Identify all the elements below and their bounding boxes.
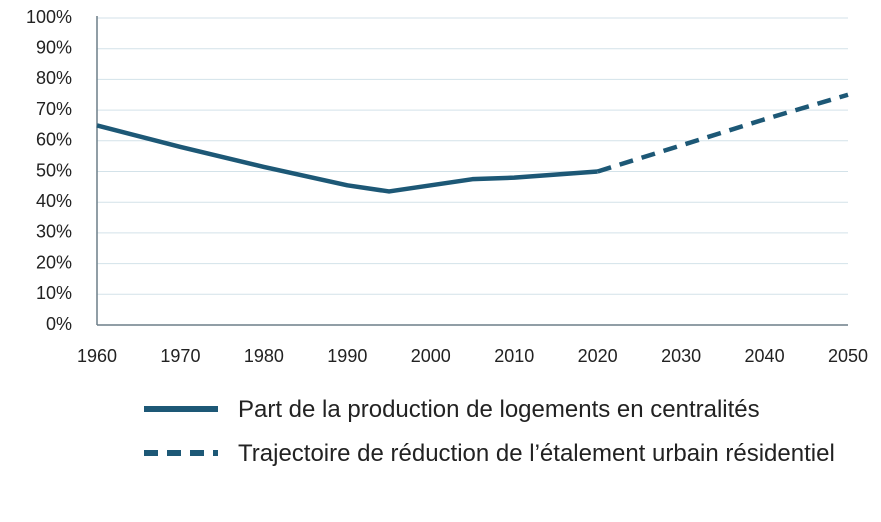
y-tick-label: 100% <box>26 7 72 27</box>
y-tick-label: 70% <box>36 99 72 119</box>
x-tick-label: 1970 <box>160 346 200 366</box>
y-tick-label: 60% <box>36 130 72 150</box>
line-series <box>96 123 598 194</box>
x-tick-label: 2030 <box>661 346 701 366</box>
x-tick-label: 2010 <box>494 346 534 366</box>
legend-item: Trajectoire de réduction de l’étalement … <box>140 439 880 469</box>
line-series <box>596 92 849 174</box>
x-tick-label: 1980 <box>244 346 284 366</box>
legend: Part de la production de logements en ce… <box>140 395 880 483</box>
y-tick-label: 10% <box>36 283 72 303</box>
x-tick-label: 2020 <box>578 346 618 366</box>
legend-label: Trajectoire de réduction de l’étalement … <box>238 440 835 467</box>
y-tick-label: 50% <box>36 160 72 180</box>
y-tick-label: 90% <box>36 37 72 57</box>
legend-item: Part de la production de logements en ce… <box>140 395 880 425</box>
legend-swatch <box>144 406 218 412</box>
x-tick-label: 2000 <box>411 346 451 366</box>
y-tick-label: 40% <box>36 191 72 211</box>
x-tick-label: 2050 <box>828 346 868 366</box>
x-tick-label: 1960 <box>77 346 117 366</box>
y-tick-label: 80% <box>36 68 72 88</box>
y-tick-label: 20% <box>36 252 72 272</box>
legend-swatch <box>144 450 218 456</box>
y-tick-label: 30% <box>36 222 72 242</box>
x-tick-label: 2040 <box>745 346 785 366</box>
legend-label: Part de la production de logements en ce… <box>238 396 760 423</box>
chart: 0% 10% 20% 30% 40% 50% 60% 70% 80% 90% 100% 1960 197… <box>26 7 868 366</box>
y-tick-label: 0% <box>46 314 72 334</box>
x-tick-label: 1990 <box>327 346 367 366</box>
